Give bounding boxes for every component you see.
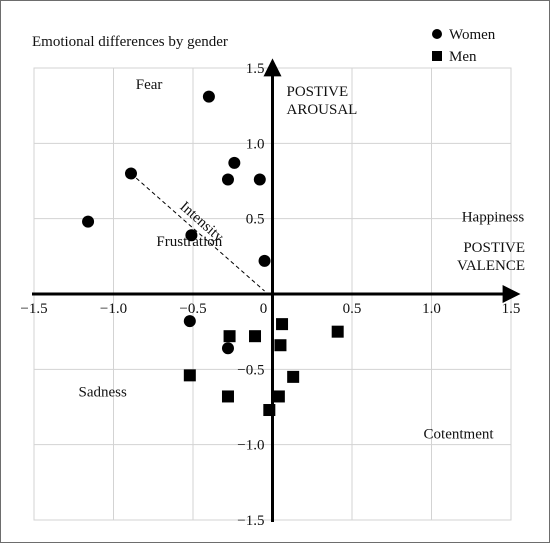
point-women bbox=[183, 315, 196, 328]
legend-marker-men bbox=[432, 51, 442, 61]
tick-labels: −1.5 −1.0 −0.5 0 0.5 1.0 1.5 1.5 1.0 0.5 −0.5 −1.0 −… bbox=[20, 61, 520, 529]
point-men bbox=[287, 370, 300, 383]
quadrant-annotations: Fear Frustration Happiness Sadness Cotentmen… bbox=[79, 77, 525, 443]
axis-titles: POSTIVE AROUSAL POSTIVE VALENCE bbox=[287, 84, 526, 274]
legend-label-men: Men bbox=[449, 49, 477, 65]
legend-label-women: Women bbox=[449, 27, 496, 43]
x-tick-label: 1.0 bbox=[422, 301, 441, 317]
y-axis-title-line: POSTIVE bbox=[287, 84, 349, 100]
annotation-happiness: Happiness bbox=[462, 210, 525, 226]
annotation-contentment: Cotentment bbox=[424, 427, 495, 443]
x-axis-title-line: VALENCE bbox=[457, 258, 525, 274]
x-tick-label: −1.0 bbox=[100, 301, 127, 317]
y-axis-title: POSTIVE AROUSAL bbox=[287, 84, 358, 118]
y-tick-label: −1.5 bbox=[237, 513, 264, 529]
x-axis-title-line: POSTIVE bbox=[463, 240, 525, 256]
point-women bbox=[82, 215, 95, 228]
point-men bbox=[331, 325, 344, 338]
point-women bbox=[228, 156, 241, 169]
point-women bbox=[185, 229, 198, 242]
y-tick-label: −0.5 bbox=[237, 362, 264, 378]
intensity-dashed-line bbox=[130, 173, 265, 292]
annotation-fear: Fear bbox=[136, 77, 163, 93]
y-tick-label: 0.5 bbox=[246, 212, 265, 228]
axes bbox=[32, 58, 521, 522]
series-men bbox=[183, 318, 344, 417]
point-women bbox=[202, 90, 215, 103]
x-tick-label: 0 bbox=[260, 301, 268, 317]
point-men bbox=[272, 390, 285, 403]
point-men bbox=[263, 404, 276, 417]
x-tick-label: −1.5 bbox=[20, 301, 47, 317]
point-men bbox=[249, 330, 262, 343]
point-men bbox=[276, 318, 289, 331]
series-women bbox=[82, 90, 271, 355]
point-women bbox=[124, 167, 137, 180]
point-women bbox=[258, 254, 271, 267]
point-women bbox=[221, 342, 234, 355]
y-tick-label: −1.0 bbox=[237, 438, 264, 454]
point-men bbox=[221, 390, 234, 403]
point-women bbox=[253, 173, 266, 186]
point-men bbox=[274, 339, 287, 352]
y-tick-label: 1.5 bbox=[246, 61, 265, 77]
legend: Women Men bbox=[432, 27, 496, 65]
annotation-sadness: Sadness bbox=[79, 384, 127, 400]
y-axis-title-line: AROUSAL bbox=[287, 102, 358, 118]
data-points bbox=[82, 90, 344, 417]
point-women bbox=[221, 173, 234, 186]
annotation-frustration: Frustration bbox=[156, 234, 222, 250]
y-tick-label: 1.0 bbox=[246, 136, 265, 152]
point-men bbox=[223, 330, 236, 343]
chart-title: Emotional differences by gender bbox=[32, 34, 228, 50]
x-tick-label: −0.5 bbox=[179, 301, 206, 317]
x-tick-label: 0.5 bbox=[343, 301, 362, 317]
legend-marker-women bbox=[432, 29, 442, 39]
x-tick-label: 1.5 bbox=[502, 301, 521, 317]
x-axis-title: POSTIVE VALENCE bbox=[457, 240, 525, 274]
point-men bbox=[183, 369, 196, 382]
